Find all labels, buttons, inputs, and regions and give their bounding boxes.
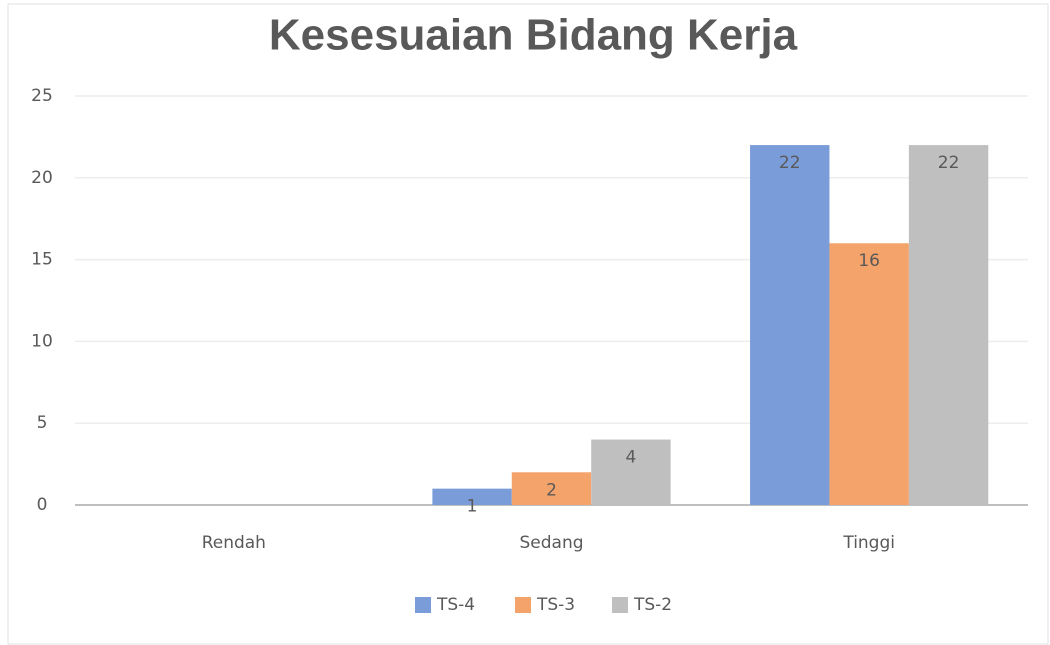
y-tick-label: 0 — [37, 495, 48, 515]
data-label: 16 — [858, 251, 880, 271]
bar — [750, 145, 830, 505]
data-label: 4 — [626, 448, 637, 468]
chart-title: Kesesuaian Bidang Kerja — [269, 11, 798, 60]
y-tick-label: 15 — [31, 250, 53, 270]
x-tick-label: Tinggi — [842, 533, 895, 553]
data-label: 2 — [546, 480, 557, 500]
y-tick-label: 10 — [31, 331, 53, 351]
bar — [908, 145, 989, 505]
bar — [591, 439, 671, 505]
data-label: 1 — [467, 497, 478, 517]
legend-swatch — [515, 597, 531, 613]
y-tick-label: 5 — [37, 413, 48, 433]
data-label: 22 — [779, 153, 801, 173]
bar — [829, 243, 909, 506]
legend-label: TS-4 — [436, 595, 475, 615]
bar — [511, 472, 592, 505]
x-tick-label: Rendah — [202, 533, 266, 553]
legend-swatch — [612, 597, 628, 613]
legend-swatch — [415, 597, 431, 613]
data-label: 22 — [938, 153, 960, 173]
y-tick-label: 20 — [31, 168, 53, 188]
bar — [432, 488, 512, 505]
y-tick-label: 25 — [31, 86, 53, 106]
x-tick-label: Sedang — [519, 533, 583, 553]
legend-label: TS-3 — [536, 595, 575, 615]
legend-label: TS-2 — [633, 595, 672, 615]
